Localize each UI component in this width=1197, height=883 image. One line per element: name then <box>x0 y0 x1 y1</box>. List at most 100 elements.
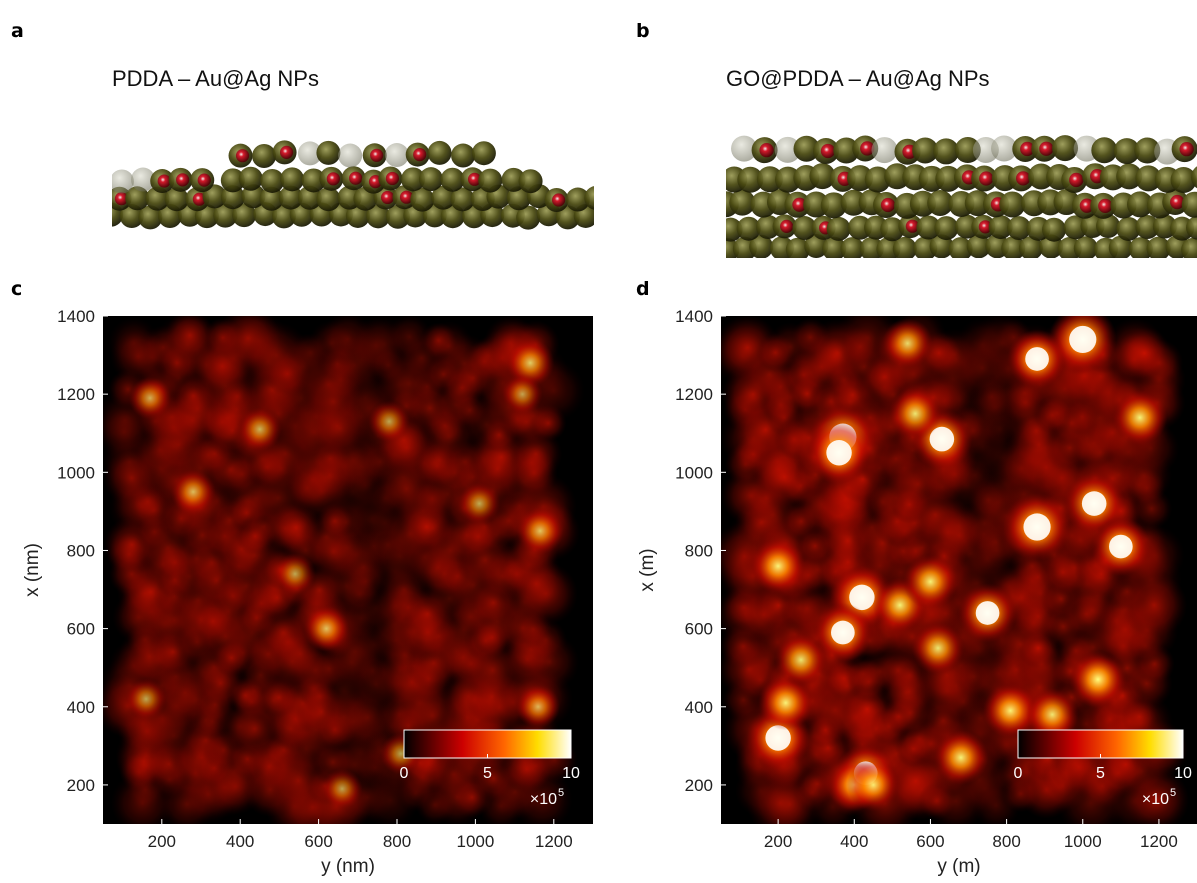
y-tick-label-5: 1200 <box>57 385 95 404</box>
nanoparticle-58 <box>130 167 155 192</box>
nanoparticle-13 <box>948 237 973 258</box>
nanoparticle-48 <box>450 187 475 212</box>
nanoparticle-32 <box>792 216 817 241</box>
nanoparticle-65 <box>220 168 245 193</box>
nanoparticle-5 <box>804 234 829 258</box>
nanoparticle-125 <box>731 135 758 162</box>
x-tick-label-2: 600 <box>304 832 332 851</box>
hotspot-core-4 <box>1025 347 1049 371</box>
nanoparticle-96 <box>809 163 836 190</box>
nanoparticle-33 <box>202 184 227 209</box>
y-tick-label-4: 1000 <box>57 463 95 482</box>
nanoparticle-72 <box>927 189 954 216</box>
nanoparticle-37 <box>278 185 303 210</box>
nanoparticle-46 <box>410 187 435 212</box>
nanoparticle-12 <box>929 234 954 258</box>
x-tick-label-0: 200 <box>148 832 176 851</box>
hotspot-core-3 <box>826 440 852 466</box>
hotspot-core-0 <box>1069 325 1097 354</box>
y-tick-label-6: 1400 <box>57 307 95 326</box>
nanoparticle-30 <box>164 187 189 212</box>
nanoparticle-151 <box>1134 137 1161 164</box>
nanoparticle-28 <box>125 186 150 211</box>
hotspot-3 <box>516 684 561 729</box>
nanoparticle-150 <box>1113 138 1140 165</box>
nanoparticle-24 <box>1146 236 1171 258</box>
y-tick-label-1: 400 <box>685 698 713 717</box>
nanoparticle-42 <box>934 216 959 241</box>
hotspot-5 <box>237 407 282 452</box>
hotspot-11 <box>321 768 363 810</box>
panel-letter-a: a <box>11 20 24 42</box>
x-tick-label-2: 600 <box>916 832 944 851</box>
nanoparticle-34 <box>220 185 245 210</box>
x-tick-label-1: 400 <box>840 832 868 851</box>
hotspot-19 <box>1112 390 1168 445</box>
nanoparticle-79 <box>418 167 443 192</box>
nanoparticle-100 <box>451 143 476 168</box>
nanoparticle-57 <box>1186 215 1197 240</box>
heat-blob-307 <box>387 316 432 360</box>
nanoparticle-104 <box>935 165 962 192</box>
y-tick-label-0: 200 <box>67 776 95 795</box>
hotspot-26 <box>847 758 900 812</box>
nanoparticle-128 <box>774 136 801 163</box>
y-tick-label-3: 800 <box>67 541 95 560</box>
nanoparticle-132 <box>833 137 860 164</box>
nanoparticle-core-82 <box>1079 198 1095 213</box>
nanoparticle-92 <box>737 166 764 193</box>
nanoparticle-38 <box>880 217 905 242</box>
nanoparticle-80 <box>440 167 465 192</box>
hotspot-27 <box>882 318 933 369</box>
y-axis-label: x (m) <box>637 548 658 591</box>
x-tick-label-1: 400 <box>226 832 254 851</box>
nanoparticle-core-82 <box>467 172 482 186</box>
hotspot-core-5 <box>929 426 955 452</box>
colorbar-exponent: 5 <box>558 787 564 799</box>
panel-letter-b: b <box>636 20 650 42</box>
nanoparticle-16 <box>1001 236 1026 258</box>
nanoparticle-23 <box>1128 237 1153 258</box>
hotspot-15 <box>983 683 1038 739</box>
nanoparticle-65 <box>820 192 847 219</box>
nanoparticle-core-95 <box>370 148 384 162</box>
nanoparticle-core-154 <box>1179 142 1194 157</box>
colorbar-tick-label-1: 5 <box>483 765 492 782</box>
nanoparticle-core-84 <box>1098 198 1113 214</box>
nanoparticle-28 <box>736 216 761 241</box>
x-axis-label: y (m) <box>937 856 980 877</box>
nanoparticle-100 <box>864 166 891 193</box>
hotspot-6 <box>125 678 167 720</box>
nanoparticle-core-40 <box>905 219 919 233</box>
y-tick-label-6: 1400 <box>675 307 713 326</box>
nanoparticle-core-146 <box>1039 141 1054 156</box>
hotspot-18 <box>933 730 989 785</box>
hotspot-core-8 <box>849 584 875 611</box>
nanoparticle-52 <box>1096 214 1121 239</box>
hotspot-core-6 <box>1081 491 1107 516</box>
nanoparticle-core-45 <box>978 220 992 234</box>
nanoparticle-59 <box>729 189 756 216</box>
colorbar-tick-label-1: 5 <box>1096 765 1105 782</box>
nanoparticle-10 <box>892 236 917 258</box>
nanoparticle-51 <box>506 186 531 211</box>
nanoparticle-135 <box>871 137 898 164</box>
nanoparticle-142 <box>991 135 1018 162</box>
hotspot-17 <box>903 554 958 610</box>
nanoparticle-core-90 <box>279 145 294 159</box>
hotspot-12 <box>502 373 543 415</box>
hotspot-14 <box>750 538 806 594</box>
nanoparticle-17 <box>1018 236 1043 258</box>
nanoparticle-core-115 <box>1069 172 1084 188</box>
colorbar-tick-label-2: 10 <box>1174 765 1192 782</box>
heat-blob-351 <box>424 321 474 371</box>
nanoparticle-core-108 <box>979 171 994 186</box>
hotspot-23 <box>1025 688 1079 741</box>
panel-b-particle-render <box>726 120 1197 258</box>
nanoparticle-36 <box>259 186 284 211</box>
nanoparticle-57 <box>112 169 134 194</box>
x-tick-label-3: 800 <box>383 832 411 851</box>
heat-blob-439 <box>1117 326 1171 380</box>
colorbar-tick-label-0: 0 <box>1014 765 1023 782</box>
nanoparticle-49 <box>1042 217 1067 242</box>
